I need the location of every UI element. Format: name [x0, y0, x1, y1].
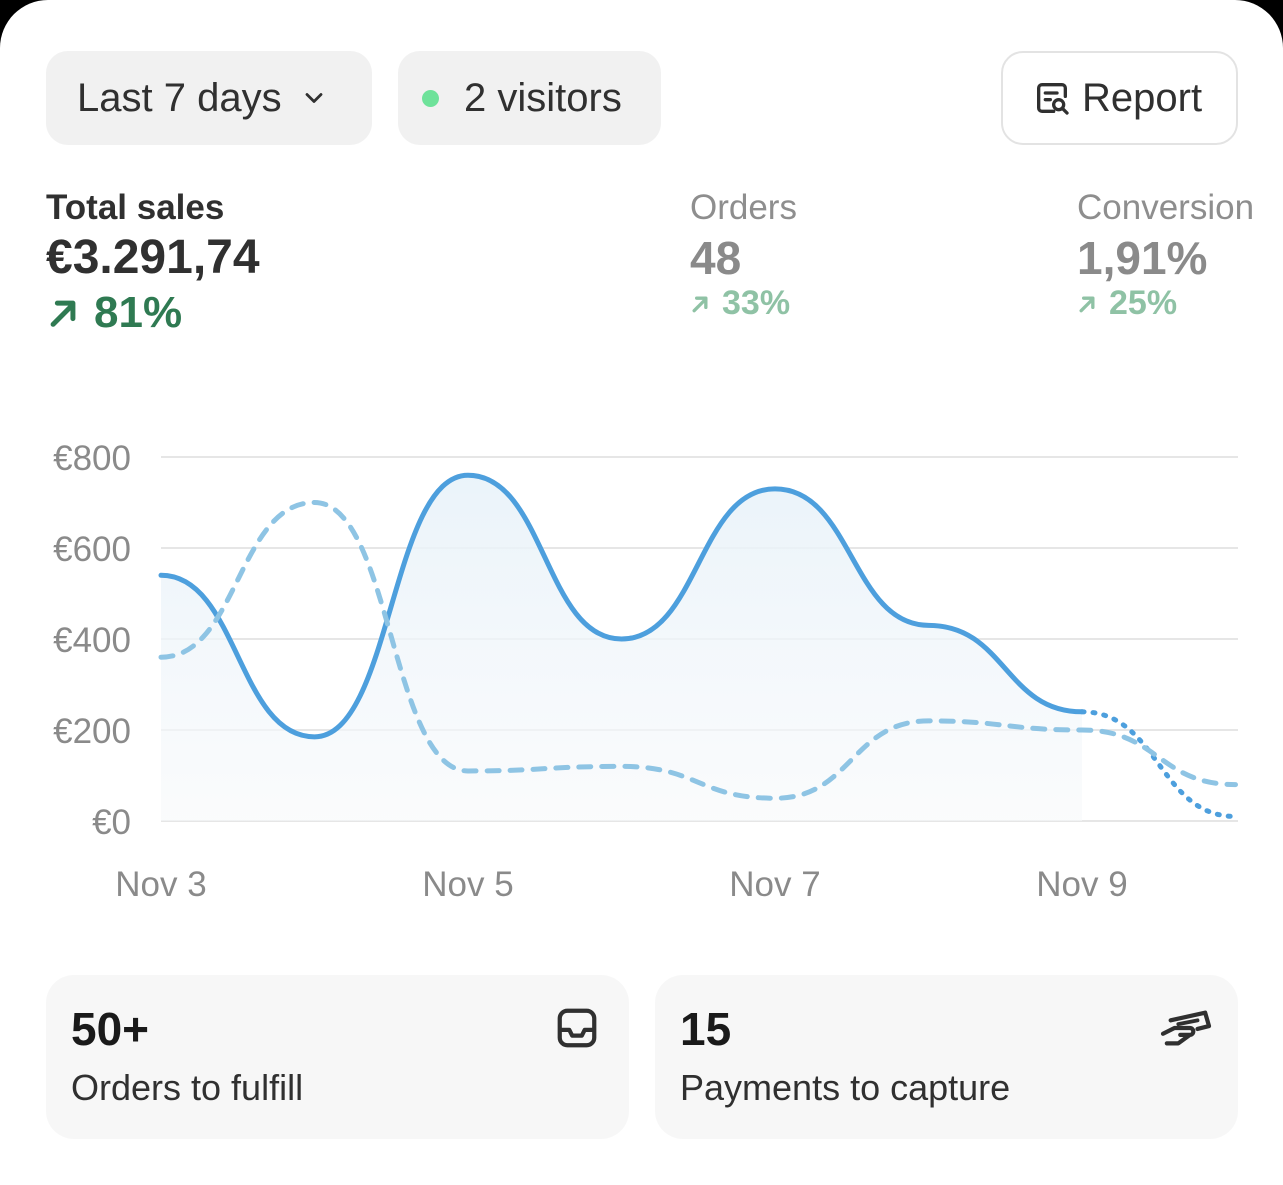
- metric-value: €3.291,74: [46, 231, 260, 284]
- date-range-label: Last 7 days: [77, 75, 282, 120]
- live-status-dot: [422, 89, 439, 107]
- metric-total-sales[interactable]: Total sales €3.291,74 81%: [46, 188, 260, 338]
- y-tick-label: €200: [53, 712, 131, 751]
- tile-value: 50+: [71, 1003, 150, 1055]
- x-tick-label: Nov 3: [115, 865, 206, 904]
- chevron-down-icon: [305, 93, 322, 103]
- metric-change-value: 81%: [94, 288, 183, 337]
- metric-change-value: 33%: [722, 284, 791, 322]
- arrow-up-right-icon: [1079, 296, 1095, 312]
- orders-to-fulfill-tile[interactable]: 50+ Orders to fulfill: [46, 975, 629, 1139]
- metric-label: Orders: [690, 188, 797, 227]
- metric-change: 25%: [1077, 284, 1254, 323]
- report-button[interactable]: Report: [1001, 51, 1238, 145]
- sales-line-projection: [1079, 709, 1238, 819]
- metric-orders[interactable]: Orders 48 33%: [690, 188, 797, 323]
- inbox-icon: [557, 1008, 597, 1048]
- arrow-up-right-icon: [50, 300, 76, 327]
- payment-hand-icon: [1160, 1010, 1212, 1046]
- live-visitors-button[interactable]: 2 visitors: [398, 51, 661, 145]
- comparison-line: [158, 499, 1238, 801]
- x-tick-label: Nov 5: [422, 865, 513, 904]
- arrow-up-right-icon: [692, 296, 708, 312]
- tile-label: Orders to fulfill: [71, 1067, 304, 1108]
- y-tick-label: €0: [92, 803, 131, 842]
- report-label: Report: [1082, 75, 1203, 120]
- metric-change: 33%: [690, 284, 797, 323]
- metric-conversion[interactable]: Conversion 1,91% 25%: [1077, 188, 1254, 323]
- metric-change-value: 25%: [1109, 284, 1178, 322]
- x-tick-label: Nov 9: [1036, 865, 1127, 904]
- metric-change: 81%: [46, 288, 260, 338]
- report-search-icon: [1037, 83, 1069, 115]
- metric-label: Conversion: [1077, 188, 1255, 227]
- sales-area: [161, 475, 1082, 821]
- metric-value: 1,91%: [1077, 232, 1208, 284]
- date-range-button[interactable]: Last 7 days: [46, 51, 372, 145]
- visitors-label: 2 visitors: [464, 75, 622, 120]
- tile-value: 15: [680, 1003, 732, 1055]
- metric-label: Total sales: [46, 188, 225, 227]
- tile-label: Payments to capture: [680, 1067, 1011, 1108]
- x-tick-label: Nov 7: [729, 865, 820, 904]
- sales-line-chart: €0 €200 €400 €600 €800 Nov 3 Nov 5 Nov 7 Nov 9: [53, 439, 1238, 904]
- y-tick-label: €800: [53, 439, 131, 478]
- y-tick-label: €400: [53, 621, 131, 660]
- y-tick-label: €600: [53, 530, 131, 569]
- metric-value: 48: [690, 232, 742, 284]
- sales-line: [158, 472, 1085, 740]
- payments-to-capture-tile[interactable]: 15 Payments to capture: [655, 975, 1238, 1139]
